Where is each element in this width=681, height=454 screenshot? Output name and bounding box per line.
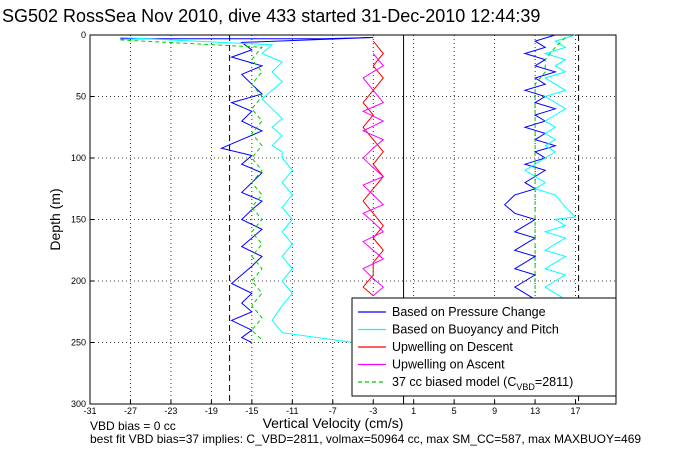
legend-entry-label: Based on Pressure Change [392,305,546,319]
x-tick-label: -11 [286,406,298,416]
legend-label-text: Based on Pressure Change [392,305,546,319]
x-tick-label: -7 [329,406,337,416]
legend-entry-label: Based on Buoyancy and Pitch [392,323,559,337]
x-tick-label: 17 [571,406,581,416]
legend: Based on Pressure Change Based on Buoyanc… [351,297,617,397]
y-tick-label: 100 [71,153,86,163]
y-tick-label: 300 [71,399,86,409]
y-tick-label: 250 [71,338,86,348]
legend-label-text: 37 cc biased model (C [392,375,516,389]
ascent-series-line-2 [534,37,566,294]
x-tick-label: 5 [452,406,457,416]
legend-entry-label: Upwelling on Ascent [392,358,505,372]
legend-label-text: Upwelling on Ascent [392,358,505,372]
series-line-4 [120,39,264,341]
y-axis-label: Depth (m) [47,188,63,250]
legend-entry-label: 37 cc biased model (CVBD=2811) [392,375,573,392]
legend-box [351,297,617,397]
ascent-series-line-0 [503,34,558,300]
legend-label-tail: =2811) [535,375,573,389]
legend-label-subscript: VBD [516,382,535,392]
y-tick-label: 0 [81,30,86,40]
legend-label-text: Upwelling on Descent [392,340,513,354]
x-tick-label: 9 [492,406,497,416]
x-tick-label: -23 [164,406,177,416]
legend-label-text: Based on Buoyancy and Pitch [392,323,559,337]
series-line-1 [120,37,404,343]
x-axis-label: Vertical Velocity (cm/s) [263,415,404,431]
legend-entry-label: Upwelling on Descent [392,340,513,354]
y-tick-label: 200 [71,276,86,286]
series-line-3 [361,53,385,297]
best-fit-note: best fit VBD bias=37 implies: C_VBD=2811… [90,432,642,446]
y-tick-label: 50 [76,92,86,102]
x-tick-label: -27 [124,406,137,416]
ascent-series-line-1 [524,34,577,300]
x-tick-label: -15 [245,406,258,416]
chart-title: SG502 RossSea Nov 2010, dive 433 started… [2,6,540,26]
y-tick-label: 150 [71,215,86,225]
x-tick-label: 13 [530,406,540,416]
x-tick-label: -19 [205,406,218,416]
series-line-2 [362,40,384,297]
vbd-bias-note: VBD bias = 0 cc [90,419,176,433]
x-tick-label: -31 [83,406,96,416]
x-tick-label: -3 [369,406,377,416]
x-tick-label: 1 [411,406,416,416]
